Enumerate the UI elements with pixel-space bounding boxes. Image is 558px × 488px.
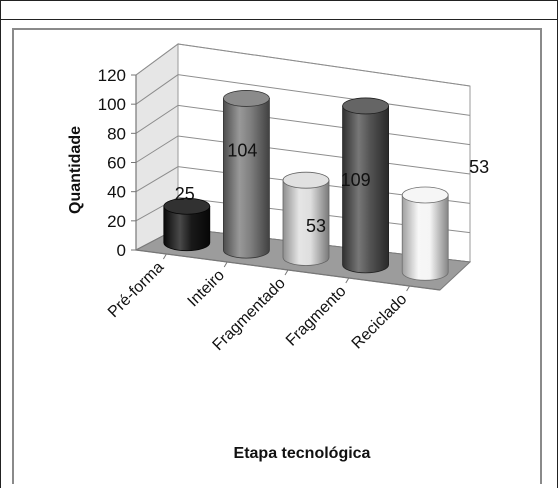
bar-top [342, 97, 390, 115]
data-label: 53 [469, 157, 489, 177]
y-tick-label: 20 [107, 212, 126, 231]
bar-5 [401, 186, 449, 281]
gridline [135, 43, 471, 87]
y-tick-label: 40 [107, 183, 126, 202]
bar-body [282, 179, 330, 266]
data-label: 109 [341, 170, 371, 190]
y-tick-label: 120 [98, 66, 126, 85]
bar-body [401, 194, 449, 281]
x-tick-mark [162, 253, 167, 260]
bar-1 [163, 197, 211, 252]
y-tick-label: 60 [107, 154, 126, 173]
bar-2 [222, 90, 270, 259]
bar-body [163, 205, 211, 252]
data-label: 25 [175, 184, 195, 204]
bar-body [342, 105, 389, 274]
data-label: 104 [227, 140, 257, 160]
x-tick-mark [406, 285, 411, 292]
x-tick-mark [345, 277, 350, 284]
y-tick-label: 80 [107, 124, 126, 143]
data-label: 53 [306, 216, 326, 236]
bar-top [222, 90, 270, 107]
bar-top [163, 197, 211, 215]
y-axis: 0 20 40 60 80 100 120 [98, 66, 137, 260]
x-tick-label: Fragmentado [210, 275, 289, 354]
bars [163, 90, 449, 281]
x-axis-title: Etapa tecnológica [234, 445, 371, 462]
x-tick-label: Fragmento [283, 283, 350, 350]
x-tick-mark [284, 269, 289, 276]
x-tick-label: Pré-forma [105, 259, 167, 321]
y-axis-title: Quantidade [67, 126, 84, 214]
bar-3 [282, 171, 330, 266]
y-tick-label: 0 [117, 241, 126, 260]
x-tick-label: Reciclado [349, 291, 411, 353]
x-tick-label: Inteiro [185, 267, 229, 311]
bar-top [401, 186, 449, 204]
bar-4 [342, 97, 390, 274]
bar-top [282, 171, 330, 189]
chart-area [12, 28, 542, 484]
bar-body [223, 98, 270, 259]
data-labels: 25 104 53 109 53 [175, 140, 489, 236]
y-tick-label: 100 [98, 95, 126, 114]
x-tick-mark [223, 261, 228, 268]
